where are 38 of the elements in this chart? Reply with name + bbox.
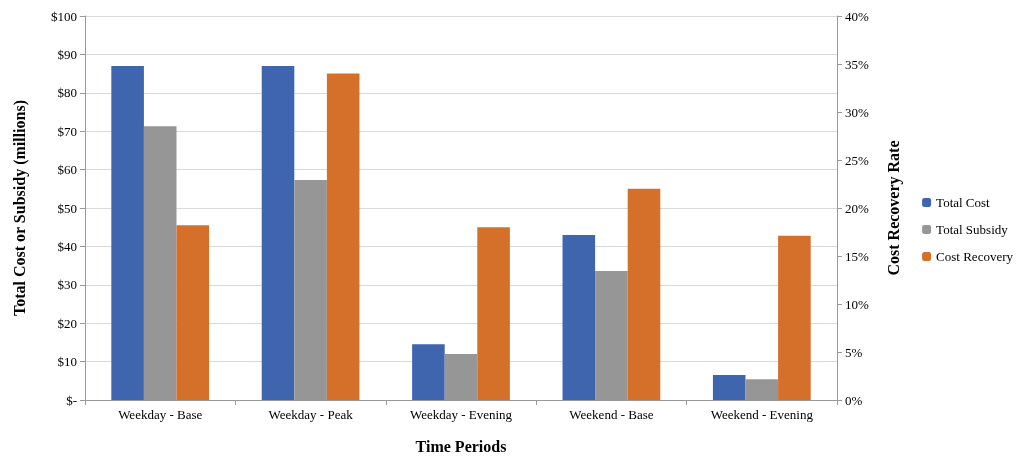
y2-tick-label: 5%	[845, 344, 863, 360]
bar	[111, 65, 144, 400]
y2-tick-label: 0%	[845, 392, 863, 408]
y2-tick-label: 40%	[845, 8, 869, 24]
y-tick-label: $70	[57, 123, 77, 139]
bar	[562, 234, 596, 400]
y-tick-label: $20	[57, 315, 77, 331]
y2-tick-label: 10%	[845, 296, 869, 312]
y-tick-label: $90	[57, 46, 77, 62]
bar	[261, 65, 295, 400]
y-axis-title: Total Cost or Subsidy (millions)	[10, 99, 29, 317]
x-tick-label: Weekday - Evening	[409, 407, 513, 422]
y-tick-label: $80	[57, 85, 77, 101]
x-tick-label: Weekday - Base	[118, 407, 203, 422]
y2-tick-label: 15%	[845, 248, 869, 264]
y2-tick-label: 30%	[845, 104, 869, 120]
y2-tick-label: 20%	[845, 200, 869, 216]
x-tick-label: Weekend - Evening	[710, 407, 814, 422]
bar	[477, 227, 510, 400]
y2-tick-label: 35%	[845, 56, 869, 72]
x-tick-label: Weekday - Peak	[268, 407, 354, 422]
y2-axis-title: Cost Recovery Rate	[884, 140, 903, 276]
legend-label: Cost Recovery	[936, 249, 1014, 264]
legend-label: Total Cost	[936, 195, 991, 210]
legend-label: Total Subsidy	[936, 222, 1009, 237]
y-tick-label: $10	[57, 354, 77, 370]
y-tick-label: $60	[57, 162, 77, 178]
y-tick-label: $40	[57, 238, 77, 254]
bar	[412, 344, 445, 400]
y-tick-label: $-	[66, 392, 77, 408]
bar	[712, 375, 746, 400]
bar	[778, 235, 811, 400]
y-tick-label: $100	[51, 8, 77, 24]
x-axis-title: Time Periods	[415, 437, 507, 455]
y-tick-label: $30	[57, 277, 77, 293]
y-tick-label: $50	[57, 200, 77, 216]
x-tick-label: Weekend - Base	[569, 407, 654, 422]
y2-tick-label: 25%	[845, 152, 869, 168]
